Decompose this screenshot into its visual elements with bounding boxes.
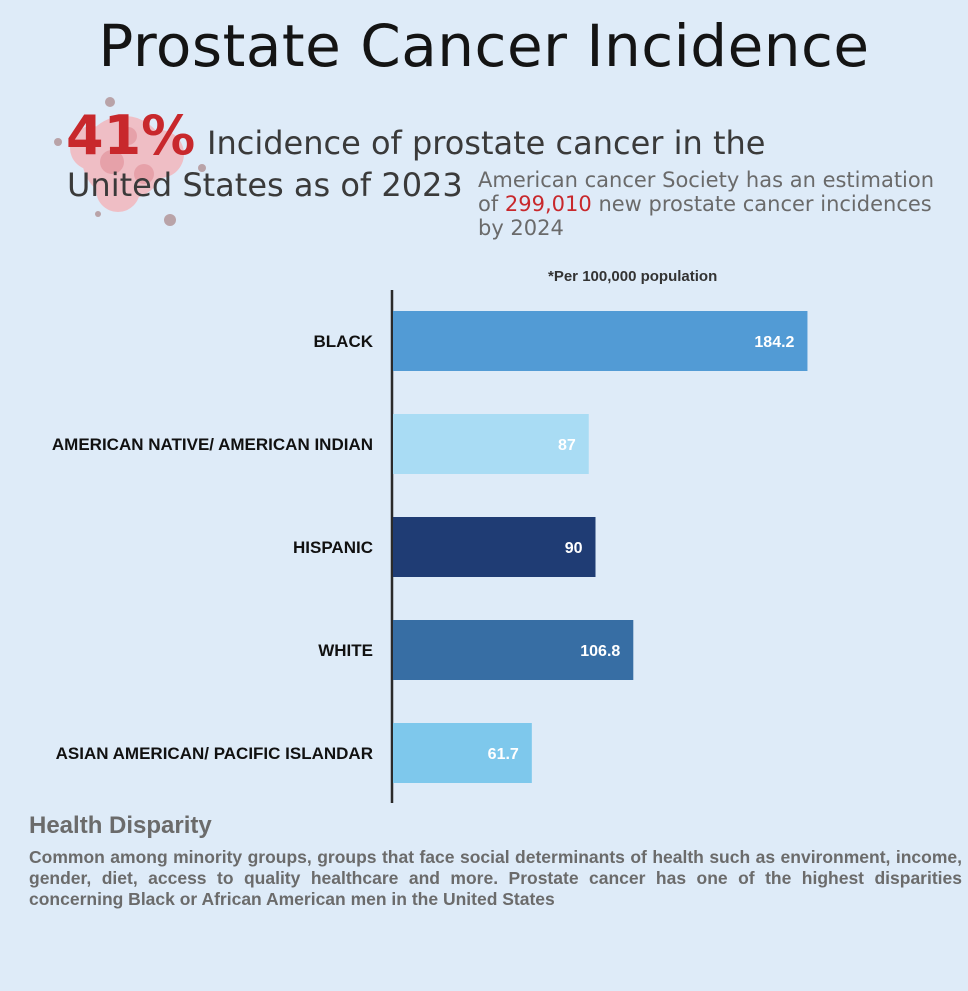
- bar-1: [393, 414, 589, 474]
- category-label-2: HISPANIC: [293, 538, 373, 557]
- category-label-3: WHITE: [318, 641, 373, 660]
- category-label-0: BLACK: [314, 332, 374, 351]
- bar-4: [393, 723, 532, 783]
- acs-text-after: new prostate cancer incidences by 2024: [478, 192, 932, 240]
- bar-chart: BLACK 184.2 AMERICAN NATIVE/ AMERICAN INDI…: [52, 290, 808, 803]
- bar-2: [393, 517, 596, 577]
- category-label-1: AMERICAN NATIVE/ AMERICAN INDIAN: [52, 435, 373, 454]
- headline-line1: Incidence of prostate cancer in the: [207, 124, 766, 162]
- value-label-3: 106.8: [580, 643, 620, 660]
- bar-0: [393, 311, 808, 371]
- page-title: Prostate Cancer Incidence: [98, 12, 870, 80]
- value-label-1: 87: [558, 437, 576, 454]
- health-disparity-body: Common among minority groups, groups tha…: [29, 847, 962, 909]
- chart-note: *Per 100,000 population: [548, 268, 718, 285]
- headline-line2: United States as of 2023: [67, 166, 463, 204]
- incidence-percent: 41%: [66, 104, 196, 167]
- value-label-2: 90: [565, 540, 583, 557]
- acs-text-before: American cancer Society has an estimatio…: [478, 168, 935, 216]
- value-label-0: 184.2: [754, 334, 794, 351]
- bar-3: [393, 620, 634, 680]
- cancer-cell-icon: [54, 97, 206, 226]
- acs-estimate-text: American cancer Society has an estimatio…: [478, 168, 948, 240]
- acs-estimate-number: 299,010: [504, 192, 592, 216]
- value-label-4: 61.7: [488, 746, 519, 763]
- health-disparity-title: Health Disparity: [29, 812, 212, 839]
- category-label-4: ASIAN AMERICAN/ PACIFIC ISLANDAR: [56, 744, 373, 763]
